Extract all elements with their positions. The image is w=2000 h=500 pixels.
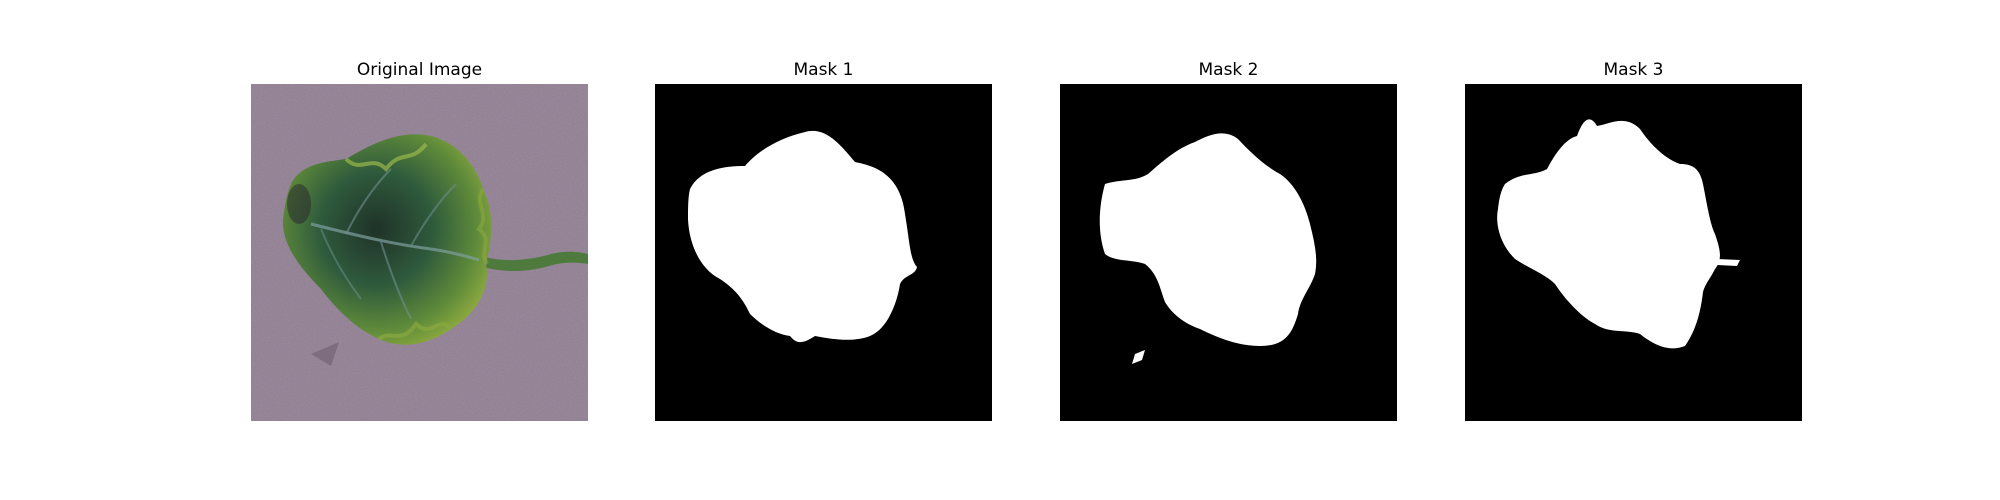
leaf-stem [473,251,588,271]
mask-fragment [1532,184,1540,191]
mask-fragment [1717,259,1740,266]
mask-region [1099,133,1317,346]
panel-original-image: Original Image [251,0,588,500]
leaf-photo [251,84,588,421]
panel-title: Mask 3 [1603,60,1664,80]
panel-title: Mask 2 [1198,60,1259,80]
panel-mask-2: Mask 2 [1060,0,1397,500]
panel-mask-1: Mask 1 [655,0,992,500]
leaf-body [282,134,492,345]
mask-fragment [1132,350,1145,364]
mask-1-image [655,84,992,421]
panel-title: Original Image [356,60,483,80]
mask-region [1497,119,1720,349]
panel-mask-3: Mask 3 [1465,0,1802,500]
panel-title: Mask 1 [793,60,854,80]
mask-2-image [1060,84,1397,421]
mask-region [688,130,917,343]
mask-3-image [1465,84,1802,421]
